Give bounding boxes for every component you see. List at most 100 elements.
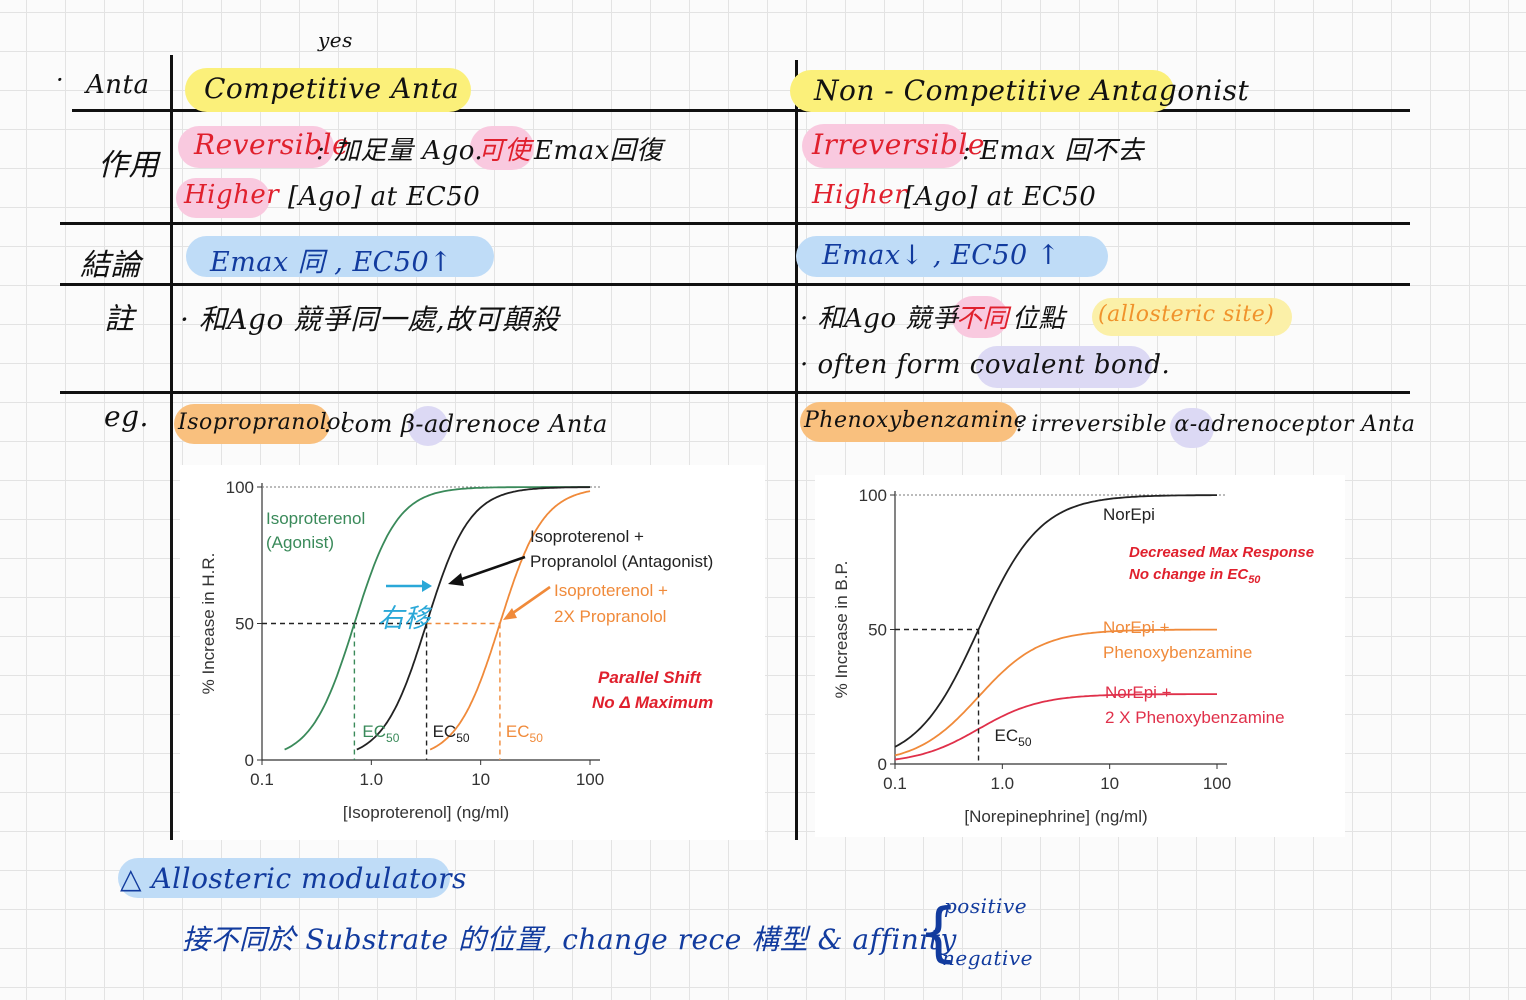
x-tick-label: 100	[576, 770, 604, 789]
arrow-head-black	[448, 573, 464, 586]
x-axis-label: [Norepinephrine] (ng/ml)	[964, 807, 1147, 826]
x-tick-label: 10	[471, 770, 490, 789]
highlight-reversible	[178, 126, 334, 168]
y-tick-label: 100	[859, 486, 887, 505]
text-conclusion-left: Emax 同 , EC50↑	[210, 247, 453, 278]
text-ago-ec50-right: [Ago] at EC50	[904, 182, 1097, 212]
highlight-allosteric-title	[118, 858, 450, 898]
series-curve-3	[429, 490, 591, 751]
text-ago-ec50-left: [Ago] at EC50	[288, 182, 481, 212]
chart-noncompetitive: 0 50 100 0.1 1.0 10 100 [Norepinephrine] (ng/ml…	[815, 475, 1345, 837]
x-tick-label: 0.1	[250, 770, 274, 789]
y-tick-label: 50	[868, 621, 887, 640]
highlight-conclusion-left	[186, 236, 494, 277]
row-label-note: 註	[104, 302, 135, 337]
bullet-dot: ·	[56, 66, 65, 94]
ec50-label-2x-propranolol: EC50	[506, 722, 543, 745]
note-decreased-max: Decreased Max Response	[1129, 544, 1314, 561]
y-tick-label: 50	[235, 615, 254, 634]
highlight-covalent-bond	[976, 346, 1152, 388]
header-yes-note: yes	[318, 28, 353, 52]
y-tick-label: 0	[245, 751, 254, 770]
row-label-effect: 作用	[98, 148, 159, 183]
series-curve-3	[894, 693, 1217, 761]
table-rule-conclusion	[60, 283, 1410, 286]
text-higher-left: Higher	[184, 180, 280, 210]
table-rule-effect	[60, 222, 1410, 225]
x-axis-label: [Isoproterenol] (ng/ml)	[343, 803, 509, 822]
label-norepi-plus-2: NorEpi +	[1105, 683, 1172, 702]
text-add-agonist: : 加足量 Ago.	[316, 136, 484, 166]
text-irreversible: Irreversible	[812, 128, 985, 161]
y-axis-label: % Increase in H.R.	[199, 553, 218, 695]
label-2x-propranolol: 2X Propranolol	[554, 607, 666, 626]
series-curve-1	[894, 494, 1217, 748]
text-conclusion-right: Emax↓ , EC50 ↑	[822, 240, 1060, 271]
highlight-different	[952, 296, 1008, 338]
text-note-right-site: 位點	[1012, 304, 1066, 334]
note-no-max-change: No Δ Maximum	[592, 693, 713, 712]
label-phenoxybenzamine: Phenoxybenzamine	[1103, 643, 1252, 662]
text-note-right-different: 不同	[956, 304, 1010, 334]
modulator-positive: positive	[944, 894, 1028, 918]
chart-noncompetitive-svg: 0 50 100 0.1 1.0 10 100 [Norepinephrine] (ng/ml…	[832, 486, 1314, 826]
highlight-beta	[408, 406, 448, 446]
x-tick-label: 10	[1100, 774, 1119, 793]
label-norepi-plus: NorEpi +	[1103, 618, 1170, 637]
highlight-phenoxybenzamine	[800, 402, 1018, 442]
text-note-right-covalent: · often form covalent bond.	[800, 350, 1171, 380]
x-tick-label: 0.1	[883, 774, 907, 793]
text-alpha-anta: : irreversible α-adrenoceptor Anta	[1016, 412, 1416, 437]
label-iso-plus: Isoproterenol +	[530, 527, 644, 546]
highlight-alpha	[1170, 408, 1214, 448]
label-iso-plus-2: Isoproterenol +	[554, 581, 668, 600]
chart-competitive-svg: 0 50 100 0.1 1.0 10 100 [Isoproterenol] (ng/ml)…	[199, 478, 713, 822]
series-curve-2	[356, 486, 591, 751]
row-label-conclusion: 結論	[80, 248, 141, 283]
arrow-head-orange	[503, 608, 517, 620]
text-beta-anta: : com β-adrenoce Anta	[324, 410, 608, 438]
header-noncompetitive: Non - Competitive Antagonist	[814, 74, 1250, 107]
ec50-label-propranolol: EC50	[433, 722, 470, 745]
highlight-can-restore	[470, 126, 534, 170]
header-competitive: Competitive Anta	[204, 72, 460, 105]
label-norepi: NorEpi	[1103, 505, 1155, 524]
chart-competitive: 0 50 100 0.1 1.0 10 100 [Isoproterenol] (ng/ml)…	[180, 465, 765, 840]
modulator-negative: negative	[942, 946, 1034, 970]
text-note-right-a: · 和Ago 競爭	[800, 304, 959, 334]
table-rule-note	[60, 391, 1410, 394]
text-note-left: · 和Ago 競爭同一處,故可顛殺	[180, 303, 560, 336]
shift-arrow-head	[422, 580, 432, 592]
text-reversible: Reversible	[194, 128, 350, 161]
y-tick-label: 0	[878, 755, 887, 774]
arrow-to-black-curve	[455, 555, 526, 583]
text-allosteric-site: (allosteric site)	[1098, 302, 1275, 327]
table-rule-header	[72, 109, 1410, 112]
note-no-ec50-change: No change in EC50	[1129, 566, 1261, 586]
highlight-competitive	[185, 68, 471, 112]
series-curve-1	[284, 486, 590, 751]
row-label-anta: Anta	[86, 70, 150, 100]
text-higher-right: Higher	[812, 180, 908, 210]
highlight-noncompetitive	[790, 70, 1174, 112]
text-can-restore: 可使	[478, 136, 532, 166]
arrow-to-orange-curve	[509, 585, 551, 617]
text-emax-not-restore: : Emax 回不去	[962, 136, 1145, 166]
highlight-allosteric-site	[1092, 298, 1292, 336]
y-tick-label: 100	[226, 478, 254, 497]
handwritten-right-shift: 右移	[378, 604, 433, 634]
allosteric-description: 接不同於 Substrate 的位置, change rece 構型 & aff…	[182, 923, 957, 956]
highlight-conclusion-right	[796, 236, 1108, 277]
label-isoproterenol: Isoproterenol	[266, 509, 365, 528]
note-parallel-shift: Parallel Shift	[598, 668, 702, 687]
table-divider-left	[170, 55, 173, 840]
label-2x-phenoxybenzamine: 2 X Phenoxybenzamine	[1105, 708, 1285, 727]
x-tick-label: 100	[1203, 774, 1231, 793]
ec50-label-agonist: EC50	[362, 722, 399, 745]
allosteric-title: △ Allosteric modulators	[120, 862, 467, 895]
table-divider-middle	[795, 60, 798, 840]
x-tick-label: 1.0	[360, 770, 384, 789]
text-emax-restore: Emax回復	[534, 136, 663, 166]
series-curve-2	[894, 628, 1217, 757]
highlight-isopropranolol	[174, 404, 330, 444]
